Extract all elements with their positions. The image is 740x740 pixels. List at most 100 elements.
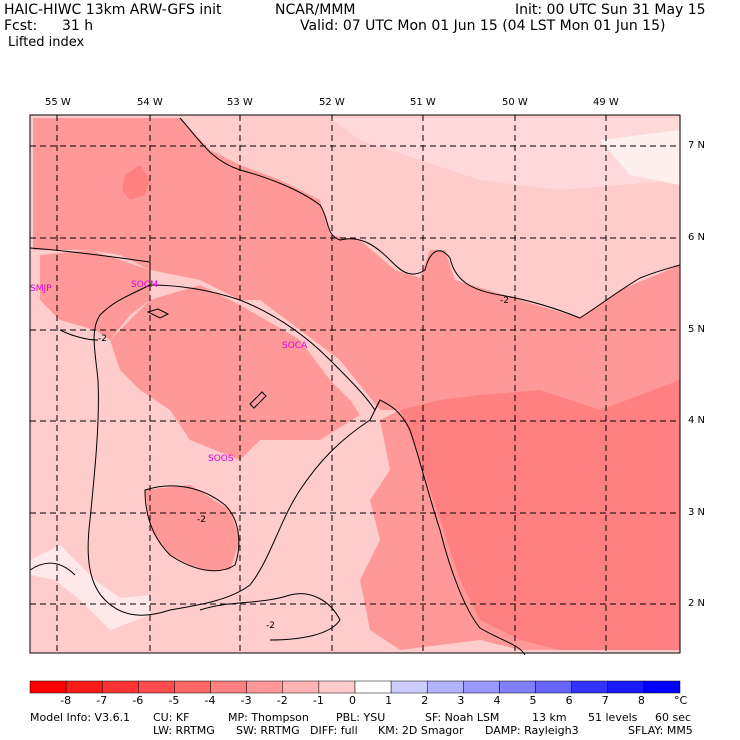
colorbar-swatch [246,680,284,694]
footer-levels: 51 levels [588,711,638,724]
colorbar-swatch [29,680,67,694]
lat-label-6n: 6 N [688,232,706,243]
contour-label-north: -2 [500,296,509,306]
shade-north-small [122,165,150,200]
lat-label-3n: 3 N [688,507,706,518]
plot-frame [29,114,681,654]
colorbar-tick-label: -8 [60,694,72,707]
colorbar-swatch [282,680,320,694]
valid-time: Valid: 07 UTC Mon 01 Jun 15 (04 LST Mon … [300,18,666,34]
border-surinam-guiana [149,284,526,656]
contour-label-south-blob: -2 [197,515,206,525]
lon-label-53w: 53 W [227,97,253,108]
station-soca: SOCA [282,341,308,351]
contours [59,329,341,641]
colorbar [29,680,681,694]
shade-southeast-region [400,380,680,650]
contour-minus2-west [59,329,99,341]
footer-sf: SF: Noah LSM [425,711,500,724]
colorbar-tick-label: 1 [385,694,393,707]
lon-label-51w: 51 W [410,97,436,108]
footer-pbl: PBL: YSU [336,711,386,724]
lon-label-55w: 55 W [45,97,71,108]
contour-minus2-southwest [144,485,240,572]
forecast-label: Fcst: [4,18,38,34]
field-name: Lifted index [8,35,85,50]
colorbar-tick-label: 7 [601,694,609,707]
footer-diff: DIFF: full [310,724,358,737]
colorbar-tick-label: 2 [421,694,429,707]
colorbar-tick-label: -5 [168,694,180,707]
colorbar-swatch [499,680,536,694]
colorbar-swatch [463,680,500,694]
colorbar-swatch [174,680,211,694]
colorbar-tick-label: 4 [493,694,501,707]
border-southwest [29,562,76,576]
colorbar-tick-label: -2 [276,694,288,707]
shade-south-blob [145,485,240,570]
lat-label-2n: 2 N [688,598,706,609]
colorbar-swatch [643,680,681,694]
colorbar-tick-label: 6 [565,694,573,707]
footer-mp: MP: Thompson [228,711,309,724]
lon-label-50w: 50 W [502,97,528,108]
footer-km: KM: 2D Smagor [378,724,464,737]
forecast-hours: 31 h [62,18,94,34]
shade-northeast-white [600,130,680,185]
lat-label-7n: 7 N [688,140,706,151]
colorbar-swatch [426,680,464,694]
lat-label-5n: 5 N [688,324,706,335]
shade-west-region [40,250,150,340]
footer-model-info: Model Info: V3.6.1 [30,711,131,724]
colorbar-tick-label: -6 [132,694,144,707]
coastline [179,117,681,319]
footer-resolution: 13 km [532,711,567,724]
colorbar-tick-label: 5 [529,694,537,707]
colorbar-tick-label: 3 [457,694,465,707]
lat-label-4n: 4 N [688,415,706,426]
shade-north-east-light [330,118,680,190]
colorbar-swatch [138,680,175,694]
colorbar-unit: °C [674,694,688,707]
border-surinam-guyana [29,247,381,616]
footer-timestep: 60 sec [655,711,692,724]
boundaries [29,117,681,656]
footer-lw: LW: RRTMG [153,724,215,737]
station-socm: SOCM [131,280,158,290]
colorbar-tick-label: 0 [349,694,356,707]
contour-label-south: -2 [266,621,275,631]
lon-label-52w: 52 W [319,97,345,108]
colorbar-tick-label: -1 [312,694,324,707]
model-title: HAIC-HIWC 13km ARW-GFS init [4,2,222,18]
footer-damp: DAMP: Rayleigh3 [485,724,579,737]
contour-label-west: -2 [98,334,107,344]
org-label: NCAR/MMM [275,2,356,18]
shade-central-region [110,285,360,460]
colorbar-tick-label: -3 [240,694,252,707]
small-lake-1 [146,308,170,319]
lat-lon-grid [30,115,680,653]
shade-south-central-region [360,410,480,650]
colorbar-swatch [607,680,645,694]
colorbar-swatch [354,680,392,694]
footer-cu: CU: KF [153,711,190,724]
small-lake-2 [249,391,267,409]
colorbar-tick-label: -4 [204,694,216,707]
colorbar-swatch [571,680,609,694]
contour-minus2-south [199,593,341,641]
footer-sflay: SFLAY: MM5 [628,724,693,737]
init-time: Init: 00 UTC Sun 31 May 15 [515,2,706,18]
colorbar-swatch [390,680,428,694]
colorbar-tick-label: -7 [96,694,108,707]
footer-sw: SW: RRTMG [236,724,300,737]
lon-label-49w: 49 W [593,97,619,108]
station-smjp: SMJP [30,284,52,294]
lon-label-54w: 54 W [137,97,163,108]
colorbar-swatch [65,680,103,694]
station-soos: SOOS [208,454,234,464]
colorbar-tick-label: 8 [637,694,645,707]
shade-white-region [30,545,150,630]
colorbar-swatch [101,680,139,694]
colorbar-swatch [535,680,572,694]
